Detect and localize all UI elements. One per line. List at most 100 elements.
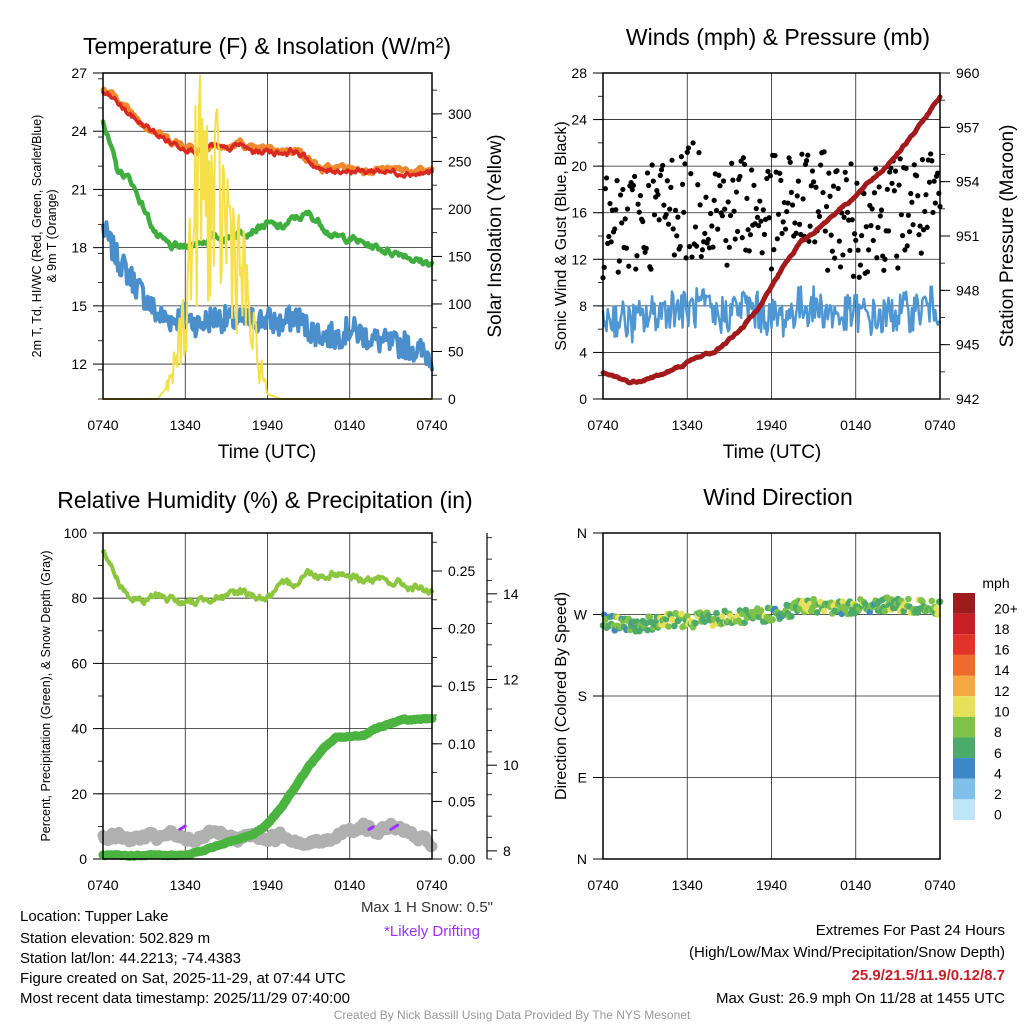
gust-point <box>764 175 770 182</box>
temp-xtick: 0740 <box>416 417 447 433</box>
winddir-xtick: 1940 <box>756 877 787 893</box>
gust-point <box>808 183 814 189</box>
gust-point <box>689 254 695 260</box>
gust-point <box>654 188 660 194</box>
gust-point <box>722 206 728 212</box>
rh-ytick-label: 60 <box>71 655 87 671</box>
extremes-title: Extremes For Past 24 Hours <box>816 922 1005 939</box>
elevation: Station elevation: 502.829 m <box>20 930 210 947</box>
gust-point <box>612 226 618 232</box>
gust-point <box>834 168 840 174</box>
series-line-snow-depth <box>97 817 438 853</box>
gust-point <box>741 161 748 168</box>
gust-point <box>923 192 929 198</box>
gust-point <box>753 205 759 212</box>
gust-point <box>816 213 823 219</box>
gust-point <box>788 189 794 195</box>
gust-point <box>626 263 632 269</box>
gust-point <box>724 262 730 268</box>
gust-point <box>745 227 751 233</box>
gust-point <box>780 219 786 225</box>
gust-point <box>863 224 869 230</box>
gust-point <box>837 264 844 270</box>
pressure-ytick-label: 942 <box>956 391 980 407</box>
colorbar-bin <box>953 593 975 614</box>
precip-ytick-label: 0.00 <box>448 851 475 867</box>
drifting-note: *Likely Drifting <box>384 923 480 940</box>
gust-point <box>896 182 902 188</box>
gust-point <box>869 206 875 212</box>
rh-xtick: 0740 <box>87 877 118 893</box>
winddir-xtick: 0740 <box>924 877 955 893</box>
gust-point <box>734 228 741 235</box>
gust-point <box>669 157 675 163</box>
colorbar-label: 18 <box>994 621 1010 637</box>
gust-point <box>622 216 628 222</box>
wind-ylabel: Sonic Wind & Gust (Blue, Black) <box>553 121 570 350</box>
wind-ytick-label: 0 <box>579 391 587 407</box>
max-gust: Max Gust: 26.9 mph On 11/28 at 1455 UTC <box>716 990 1005 1007</box>
gust-point <box>853 237 859 243</box>
gust-point <box>885 228 892 234</box>
pressure-ytick-label: 960 <box>956 65 980 81</box>
temp-plot-frame <box>102 72 433 400</box>
precip-ytick-label: 0.15 <box>448 678 475 694</box>
gust-point <box>928 151 934 157</box>
gust-point <box>681 209 687 215</box>
series-line-sonic-wind <box>601 285 942 344</box>
gust-point <box>906 229 913 235</box>
gust-point <box>913 173 920 179</box>
gust-point <box>856 274 862 280</box>
colorbar-label: 8 <box>994 724 1002 740</box>
gust-point <box>895 265 901 271</box>
gust-point <box>692 224 699 230</box>
wind-direction-point <box>669 617 677 625</box>
gust-point <box>812 239 818 245</box>
precip-ytick-label: 0.10 <box>448 736 475 752</box>
gust-point <box>744 195 750 202</box>
gust-point <box>857 262 864 268</box>
gust-point <box>663 211 669 218</box>
rh-ytick-label: 20 <box>71 786 87 802</box>
wind-xtick: 0740 <box>587 417 618 433</box>
gust-point <box>685 145 692 151</box>
gust-point <box>723 237 729 244</box>
gust-point <box>757 198 763 204</box>
wind-ytick-label: 8 <box>579 298 587 314</box>
extremes: Extremes For Past 24 Hours (High/Low/Max… <box>689 922 1005 1007</box>
station-info: Location: Tupper Lake Station elevation:… <box>20 908 350 1007</box>
drifting-marker <box>178 824 187 831</box>
wind-direction-point <box>692 619 699 627</box>
temp-ylabel: 2m T, Td, HI/WC (Red, Green, Scarlet/Blu… <box>30 115 44 358</box>
max-snow-note: Max 1 H Snow: 0.5" <box>361 899 493 916</box>
solar-ylabel: Solar Insolation (Yellow) <box>485 134 506 337</box>
wind-direction-point <box>839 598 847 605</box>
gust-point <box>897 156 903 162</box>
temp-xtick: 1340 <box>170 417 201 433</box>
gust-point <box>809 168 816 174</box>
gust-point <box>765 168 771 174</box>
rh-ytick-label: 0 <box>79 851 87 867</box>
extremes-sub: (High/Low/Max Wind/Precipitation/Snow De… <box>689 944 1005 961</box>
gust-point <box>643 245 649 251</box>
gust-point <box>705 236 711 242</box>
gust-point <box>655 191 661 198</box>
gust-point <box>777 170 783 176</box>
rh-ytick-label: 100 <box>64 525 88 541</box>
wind-direction-point <box>788 613 795 620</box>
pressure-ytick-label: 945 <box>956 337 980 353</box>
gust-point <box>795 178 802 184</box>
gust-point <box>799 151 805 157</box>
wind-direction-point <box>881 607 889 615</box>
wind-direction-point <box>662 615 670 623</box>
solar-ytick-label: 300 <box>448 106 472 122</box>
gust-point <box>679 181 686 187</box>
gust-point <box>740 155 747 161</box>
gust-point <box>785 200 791 206</box>
gust-point <box>616 258 622 264</box>
rh-ytick-label: 80 <box>71 590 87 606</box>
rh-ylabel: Percent, Precipitation (Green), & Snow D… <box>39 550 53 841</box>
gust-point <box>789 202 796 208</box>
wind-plot-frame <box>602 72 941 400</box>
wind-direction-point <box>665 623 672 630</box>
